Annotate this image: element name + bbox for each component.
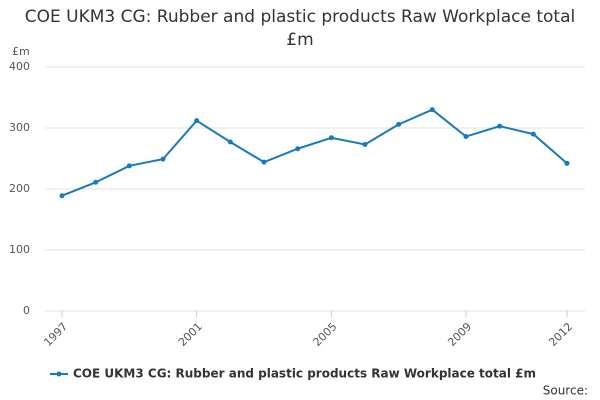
point [261,159,267,165]
source: Source: [543,384,588,398]
line [61,108,568,197]
point [295,146,301,152]
point [396,121,402,127]
chart-title: COE UKM3 CG: Rubber and plastic products… [24,7,576,50]
x-tick-label: 2005 [311,320,340,349]
legend-label: COE UKM3 CG: Rubber and plastic products… [73,367,536,381]
point [362,141,368,147]
y-tick-label: 0 [23,304,30,317]
point [463,134,469,140]
point [497,123,503,129]
point [59,193,65,199]
point [530,131,536,137]
point [564,160,570,166]
y-tick-label: 100 [9,243,30,256]
point [328,135,334,141]
y-tick-label: 400 [9,60,30,73]
point [227,139,233,145]
x-tick-label: 2012 [546,320,575,349]
point [93,179,99,185]
x-tick-label: 2001 [176,320,205,349]
point [194,118,200,124]
y-axis-label: £m [12,45,30,58]
point [429,107,435,113]
y-tick-label: 300 [9,121,30,134]
point [160,156,166,162]
y-tick-label: 200 [9,182,30,195]
x-tick-label: 2009 [445,320,474,349]
point [126,163,132,169]
x-tick-label: 1997 [41,320,70,349]
legend-marker [56,371,62,377]
